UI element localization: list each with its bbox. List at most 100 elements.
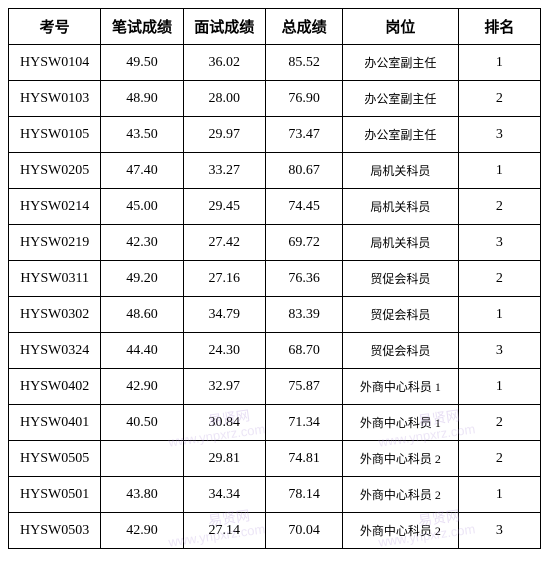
- written-score: 42.90: [101, 369, 183, 405]
- total-score: 68.70: [265, 333, 342, 369]
- exam-id: HYSW0105: [9, 117, 101, 153]
- position: 贸促会科员: [343, 261, 458, 297]
- score-table-container: 考号 笔试成绩 面试成绩 总成绩 岗位 排名 HYSW010449.5036.0…: [8, 8, 541, 549]
- table-row: HYSW050342.9027.1470.04外商中心科员 23: [9, 513, 541, 549]
- rank: 1: [458, 153, 540, 189]
- exam-id: HYSW0311: [9, 261, 101, 297]
- exam-id: HYSW0402: [9, 369, 101, 405]
- position: 办公室副主任: [343, 117, 458, 153]
- total-score: 76.36: [265, 261, 342, 297]
- total-score: 74.81: [265, 441, 342, 477]
- rank: 3: [458, 513, 540, 549]
- interview-score: 33.27: [183, 153, 265, 189]
- position: 局机关科员: [343, 225, 458, 261]
- total-score: 74.45: [265, 189, 342, 225]
- exam-id: HYSW0104: [9, 45, 101, 81]
- total-score: 80.67: [265, 153, 342, 189]
- written-score: [101, 441, 183, 477]
- interview-score: 27.16: [183, 261, 265, 297]
- interview-score: 30.84: [183, 405, 265, 441]
- table-row: HYSW021445.0029.4574.45局机关科员2: [9, 189, 541, 225]
- score-table: 考号 笔试成绩 面试成绩 总成绩 岗位 排名 HYSW010449.5036.0…: [8, 8, 541, 549]
- interview-score: 34.34: [183, 477, 265, 513]
- table-row: HYSW020547.4033.2780.67局机关科员1: [9, 153, 541, 189]
- interview-score: 27.14: [183, 513, 265, 549]
- header-row: 考号 笔试成绩 面试成绩 总成绩 岗位 排名: [9, 9, 541, 45]
- table-row: HYSW031149.2027.1676.36贸促会科员2: [9, 261, 541, 297]
- interview-score: 27.42: [183, 225, 265, 261]
- rank: 3: [458, 225, 540, 261]
- rank: 1: [458, 477, 540, 513]
- position: 局机关科员: [343, 189, 458, 225]
- table-row: HYSW010543.5029.9773.47办公室副主任3: [9, 117, 541, 153]
- position: 办公室副主任: [343, 81, 458, 117]
- table-row: HYSW050529.8174.81外商中心科员 22: [9, 441, 541, 477]
- written-score: 47.40: [101, 153, 183, 189]
- col-written: 笔试成绩: [101, 9, 183, 45]
- exam-id: HYSW0503: [9, 513, 101, 549]
- written-score: 43.50: [101, 117, 183, 153]
- col-position: 岗位: [343, 9, 458, 45]
- interview-score: 28.00: [183, 81, 265, 117]
- total-score: 73.47: [265, 117, 342, 153]
- col-interview: 面试成绩: [183, 9, 265, 45]
- written-score: 49.50: [101, 45, 183, 81]
- total-score: 78.14: [265, 477, 342, 513]
- col-total: 总成绩: [265, 9, 342, 45]
- position: 外商中心科员 2: [343, 477, 458, 513]
- position: 外商中心科员 1: [343, 405, 458, 441]
- table-row: HYSW010348.9028.0076.90办公室副主任2: [9, 81, 541, 117]
- rank: 2: [458, 441, 540, 477]
- total-score: 83.39: [265, 297, 342, 333]
- rank: 1: [458, 45, 540, 81]
- exam-id: HYSW0219: [9, 225, 101, 261]
- exam-id: HYSW0205: [9, 153, 101, 189]
- exam-id: HYSW0302: [9, 297, 101, 333]
- interview-score: 32.97: [183, 369, 265, 405]
- table-body: HYSW010449.5036.0285.52办公室副主任1HYSW010348…: [9, 45, 541, 549]
- written-score: 44.40: [101, 333, 183, 369]
- rank: 2: [458, 189, 540, 225]
- total-score: 69.72: [265, 225, 342, 261]
- table-row: HYSW040242.9032.9775.87外商中心科员 11: [9, 369, 541, 405]
- interview-score: 24.30: [183, 333, 265, 369]
- rank: 1: [458, 297, 540, 333]
- written-score: 42.90: [101, 513, 183, 549]
- rank: 3: [458, 333, 540, 369]
- exam-id: HYSW0505: [9, 441, 101, 477]
- position: 办公室副主任: [343, 45, 458, 81]
- written-score: 48.90: [101, 81, 183, 117]
- interview-score: 34.79: [183, 297, 265, 333]
- total-score: 70.04: [265, 513, 342, 549]
- total-score: 76.90: [265, 81, 342, 117]
- position: 外商中心科员 2: [343, 441, 458, 477]
- total-score: 71.34: [265, 405, 342, 441]
- position: 外商中心科员 2: [343, 513, 458, 549]
- rank: 2: [458, 405, 540, 441]
- col-exam-id: 考号: [9, 9, 101, 45]
- written-score: 49.20: [101, 261, 183, 297]
- written-score: 42.30: [101, 225, 183, 261]
- position: 贸促会科员: [343, 333, 458, 369]
- exam-id: HYSW0214: [9, 189, 101, 225]
- rank: 1: [458, 369, 540, 405]
- exam-id: HYSW0103: [9, 81, 101, 117]
- table-row: HYSW040140.5030.8471.34外商中心科员 12: [9, 405, 541, 441]
- interview-score: 29.97: [183, 117, 265, 153]
- table-row: HYSW021942.3027.4269.72局机关科员3: [9, 225, 541, 261]
- exam-id: HYSW0501: [9, 477, 101, 513]
- rank: 2: [458, 261, 540, 297]
- col-rank: 排名: [458, 9, 540, 45]
- table-row: HYSW032444.4024.3068.70贸促会科员3: [9, 333, 541, 369]
- rank: 2: [458, 81, 540, 117]
- interview-score: 29.45: [183, 189, 265, 225]
- written-score: 43.80: [101, 477, 183, 513]
- interview-score: 36.02: [183, 45, 265, 81]
- total-score: 85.52: [265, 45, 342, 81]
- written-score: 48.60: [101, 297, 183, 333]
- rank: 3: [458, 117, 540, 153]
- written-score: 45.00: [101, 189, 183, 225]
- exam-id: HYSW0401: [9, 405, 101, 441]
- written-score: 40.50: [101, 405, 183, 441]
- table-row: HYSW030248.6034.7983.39贸促会科员1: [9, 297, 541, 333]
